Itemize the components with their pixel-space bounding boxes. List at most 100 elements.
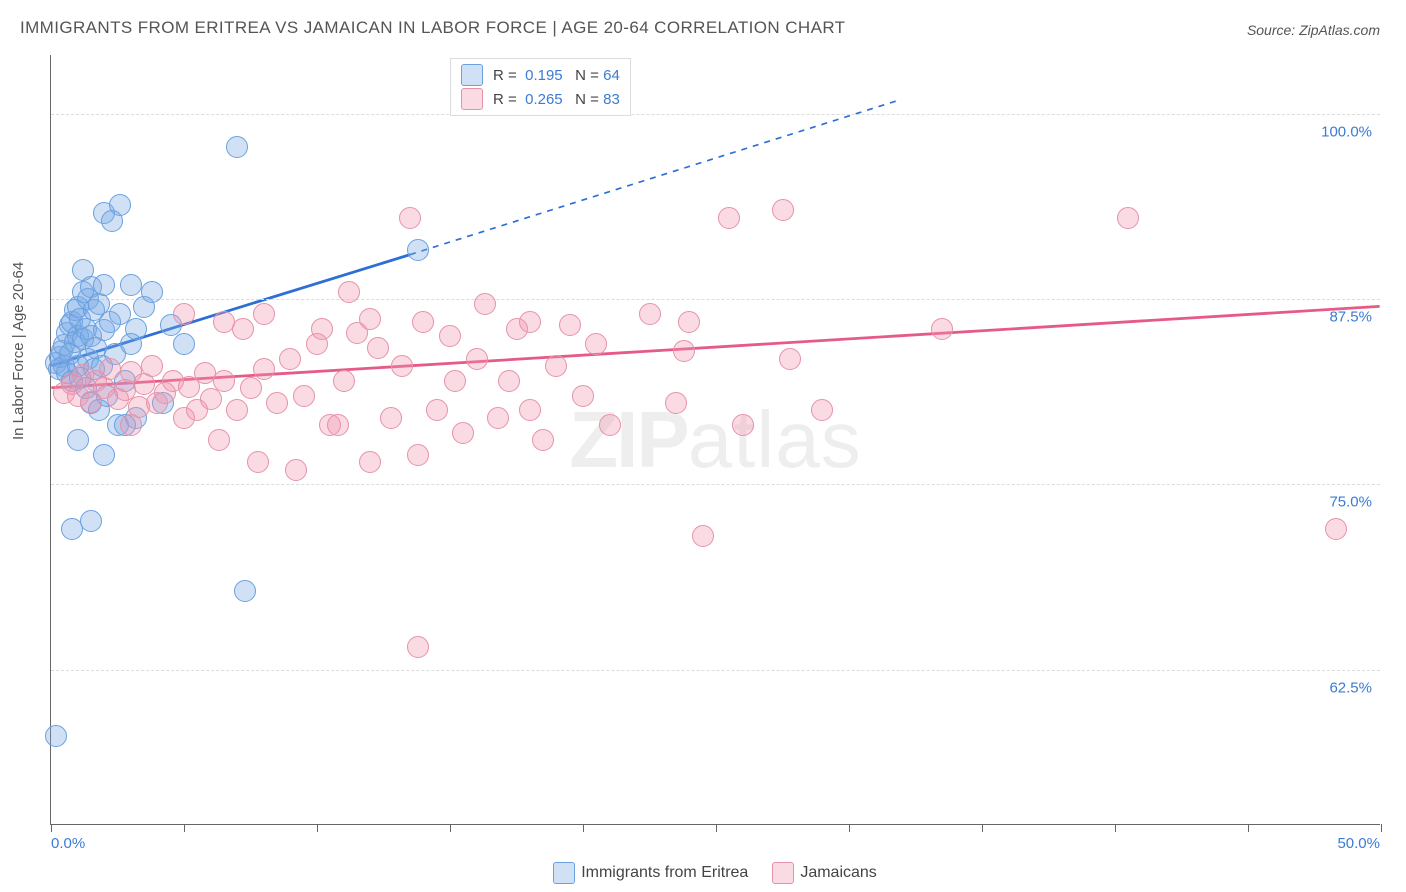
scatter-point [532, 429, 554, 451]
scatter-point [327, 414, 349, 436]
scatter-point [407, 444, 429, 466]
trend-lines [51, 55, 1380, 824]
scatter-point [545, 355, 567, 377]
scatter-point [391, 355, 413, 377]
legend-swatch [772, 862, 794, 884]
scatter-point [487, 407, 509, 429]
x-tick [1381, 824, 1382, 832]
scatter-point [173, 333, 195, 355]
scatter-point [208, 429, 230, 451]
scatter-point [213, 311, 235, 333]
x-tick [849, 824, 850, 832]
x-tick [184, 824, 185, 832]
scatter-point [359, 308, 381, 330]
scatter-point [498, 370, 520, 392]
scatter-point [779, 348, 801, 370]
scatter-point [692, 525, 714, 547]
scatter-point [1325, 518, 1347, 540]
trend-line [51, 306, 1379, 387]
scatter-point [226, 136, 248, 158]
scatter-point [266, 392, 288, 414]
y-tick-label: 87.5% [1329, 309, 1372, 326]
correlation-legend: R = 0.195 N = 64 R = 0.265 N = 83 [450, 58, 631, 116]
legend-label: Immigrants from Eritrea [581, 864, 748, 881]
scatter-point [67, 429, 89, 451]
source-label: Source: ZipAtlas.com [1247, 22, 1380, 38]
scatter-point [173, 303, 195, 325]
scatter-point [293, 385, 315, 407]
scatter-point [412, 311, 434, 333]
scatter-point [407, 636, 429, 658]
scatter-point [439, 325, 461, 347]
x-tick-label: 0.0% [51, 835, 85, 852]
scatter-point [665, 392, 687, 414]
legend-stat: R = 0.195 N = 64 [493, 67, 620, 84]
scatter-point [359, 451, 381, 473]
y-axis-label: In Labor Force | Age 20-64 [10, 262, 27, 440]
gridline-horizontal [51, 670, 1380, 671]
scatter-point [120, 414, 142, 436]
scatter-point [519, 399, 541, 421]
trend-line-dashed [410, 99, 901, 254]
plot-area: ZIPatlas 62.5%75.0%87.5%100.0%0.0%50.0% [50, 55, 1380, 825]
x-tick-label: 50.0% [1337, 835, 1380, 852]
scatter-point [772, 199, 794, 221]
scatter-point [585, 333, 607, 355]
y-tick-label: 62.5% [1329, 679, 1372, 696]
scatter-point [93, 274, 115, 296]
scatter-point [240, 377, 262, 399]
y-tick-label: 100.0% [1321, 124, 1372, 141]
scatter-point [572, 385, 594, 407]
legend-stat: R = 0.265 N = 83 [493, 91, 620, 108]
scatter-point [399, 207, 421, 229]
legend-swatch [461, 64, 483, 86]
legend-row: R = 0.195 N = 64 [461, 63, 620, 87]
scatter-point [141, 281, 163, 303]
scatter-point [253, 358, 275, 380]
chart-title: IMMIGRANTS FROM ERITREA VS JAMAICAN IN L… [20, 18, 845, 38]
scatter-point [718, 207, 740, 229]
y-tick-label: 75.0% [1329, 494, 1372, 511]
scatter-point [559, 314, 581, 336]
scatter-point [45, 725, 67, 747]
scatter-point [452, 422, 474, 444]
scatter-point [931, 318, 953, 340]
scatter-point [678, 311, 700, 333]
scatter-point [1117, 207, 1139, 229]
watermark-rest: atlas [688, 395, 862, 484]
scatter-point [234, 580, 256, 602]
scatter-point [338, 281, 360, 303]
scatter-point [367, 337, 389, 359]
scatter-point [311, 318, 333, 340]
x-tick [982, 824, 983, 832]
scatter-point [72, 259, 94, 281]
scatter-point [213, 370, 235, 392]
scatter-point [474, 293, 496, 315]
legend-swatch [553, 862, 575, 884]
x-tick [1248, 824, 1249, 832]
scatter-point [333, 370, 355, 392]
scatter-point [247, 451, 269, 473]
legend-row: R = 0.265 N = 83 [461, 87, 620, 111]
scatter-point [141, 355, 163, 377]
scatter-point [426, 399, 448, 421]
scatter-point [444, 370, 466, 392]
scatter-point [285, 459, 307, 481]
scatter-point [466, 348, 488, 370]
legend-label: Jamaicans [800, 864, 876, 881]
scatter-point [101, 210, 123, 232]
scatter-point [599, 414, 621, 436]
scatter-point [99, 358, 121, 380]
scatter-point [811, 399, 833, 421]
scatter-point [61, 518, 83, 540]
gridline-horizontal [51, 114, 1380, 115]
scatter-point [407, 239, 429, 261]
scatter-point [279, 348, 301, 370]
x-tick [716, 824, 717, 832]
scatter-point [519, 311, 541, 333]
gridline-horizontal [51, 299, 1380, 300]
scatter-point [253, 303, 275, 325]
x-tick [450, 824, 451, 832]
scatter-point [200, 388, 222, 410]
scatter-point [226, 399, 248, 421]
